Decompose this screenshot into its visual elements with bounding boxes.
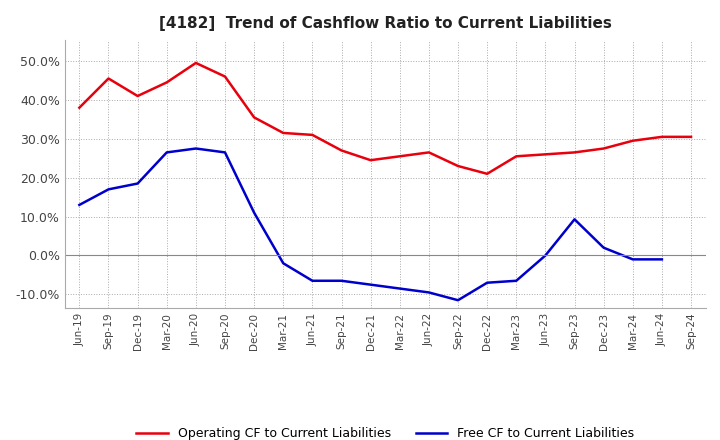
Free CF to Current Liabilities [104, 187, 113, 192]
Operating CF to Current Liabilities [192, 60, 200, 66]
Legend: Operating CF to Current Liabilities, Free CF to Current Liabilities: Operating CF to Current Liabilities, Fre… [136, 427, 634, 440]
Operating CF to Current Liabilities [337, 148, 346, 153]
Operating CF to Current Liabilities [250, 115, 258, 120]
Operating CF to Current Liabilities [687, 134, 696, 139]
Operating CF to Current Liabilities [366, 158, 375, 163]
Operating CF to Current Liabilities [483, 171, 492, 176]
Operating CF to Current Liabilities [454, 163, 462, 169]
Operating CF to Current Liabilities [308, 132, 317, 138]
Free CF to Current Liabilities [308, 278, 317, 283]
Free CF to Current Liabilities [163, 150, 171, 155]
Free CF to Current Liabilities [337, 278, 346, 283]
Free CF to Current Liabilities [657, 257, 666, 262]
Operating CF to Current Liabilities [395, 154, 404, 159]
Free CF to Current Liabilities [250, 210, 258, 215]
Line: Operating CF to Current Liabilities: Operating CF to Current Liabilities [79, 63, 691, 174]
Free CF to Current Liabilities [629, 257, 637, 262]
Free CF to Current Liabilities [425, 290, 433, 295]
Operating CF to Current Liabilities [629, 138, 637, 143]
Free CF to Current Liabilities [483, 280, 492, 286]
Free CF to Current Liabilities [395, 286, 404, 291]
Operating CF to Current Liabilities [133, 93, 142, 99]
Free CF to Current Liabilities [133, 181, 142, 186]
Title: [4182]  Trend of Cashflow Ratio to Current Liabilities: [4182] Trend of Cashflow Ratio to Curren… [159, 16, 611, 32]
Line: Free CF to Current Liabilities: Free CF to Current Liabilities [79, 149, 662, 300]
Operating CF to Current Liabilities [220, 74, 229, 79]
Free CF to Current Liabilities [570, 216, 579, 222]
Free CF to Current Liabilities [454, 297, 462, 303]
Free CF to Current Liabilities [279, 260, 287, 266]
Operating CF to Current Liabilities [163, 80, 171, 85]
Operating CF to Current Liabilities [279, 130, 287, 136]
Operating CF to Current Liabilities [599, 146, 608, 151]
Free CF to Current Liabilities [541, 253, 550, 258]
Operating CF to Current Liabilities [104, 76, 113, 81]
Operating CF to Current Liabilities [75, 105, 84, 110]
Free CF to Current Liabilities [220, 150, 229, 155]
Free CF to Current Liabilities [366, 282, 375, 287]
Operating CF to Current Liabilities [570, 150, 579, 155]
Free CF to Current Liabilities [192, 146, 200, 151]
Free CF to Current Liabilities [512, 278, 521, 283]
Operating CF to Current Liabilities [425, 150, 433, 155]
Free CF to Current Liabilities [599, 245, 608, 250]
Operating CF to Current Liabilities [541, 152, 550, 157]
Operating CF to Current Liabilities [657, 134, 666, 139]
Free CF to Current Liabilities [75, 202, 84, 208]
Operating CF to Current Liabilities [512, 154, 521, 159]
